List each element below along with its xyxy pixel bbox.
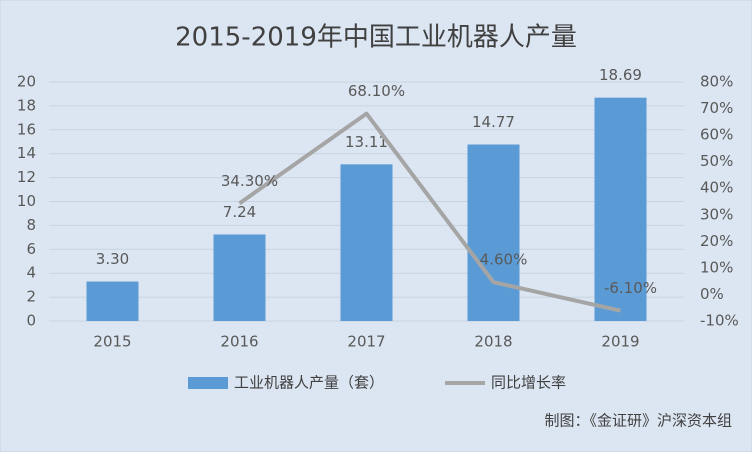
chart-title: 2015-2019年中国工业机器人产量 — [175, 23, 577, 53]
x-tick-label: 2018 — [474, 333, 512, 351]
y2-tick-label: 70% — [700, 99, 733, 117]
x-tick-label: 2016 — [220, 333, 258, 351]
y2-tick-label: 10% — [700, 258, 733, 276]
bar-value-label: 3.30 — [96, 250, 129, 268]
y-tick-label: 16 — [17, 120, 36, 138]
y2-tick-label: 40% — [700, 179, 733, 197]
bar — [594, 97, 647, 321]
y-tick-label: 6 — [26, 240, 36, 258]
line — [238, 111, 621, 313]
y-tick-label: 18 — [17, 96, 36, 114]
y2-tick-label: 50% — [700, 152, 733, 170]
bar-value-label: 18.69 — [599, 66, 642, 84]
line-value-label: 68.10% — [348, 82, 405, 100]
bar — [467, 144, 520, 321]
legend-label: 工业机器人产量（套） — [234, 374, 384, 392]
bar-value-label: 7.24 — [223, 203, 256, 221]
y2-tick-label: 20% — [700, 232, 733, 250]
y-tick-label: 4 — [26, 264, 36, 282]
y-tick-label: 12 — [17, 168, 36, 186]
legend-swatch — [188, 377, 228, 389]
y-tick-label: 2 — [26, 288, 36, 306]
legend-label: 同比增长率 — [491, 374, 566, 392]
x-tick-label: 2019 — [601, 333, 639, 351]
line-value-label: 34.30% — [221, 172, 278, 190]
y-tick-label: 14 — [17, 144, 36, 162]
y-tick-label: 8 — [26, 216, 36, 234]
bar — [213, 234, 266, 321]
y2-tick-label: -10% — [700, 312, 739, 330]
y2-tick-label: 60% — [700, 126, 733, 144]
bar — [340, 164, 393, 321]
x-tick-label: 2017 — [347, 333, 385, 351]
y2-tick-label: 0% — [700, 285, 724, 303]
line-value-label: -6.10% — [604, 279, 657, 297]
y-tick-label: 20 — [17, 73, 36, 91]
y-tick-label: 0 — [26, 312, 36, 330]
bar — [86, 281, 139, 321]
bar-value-label: 13.11 — [345, 133, 388, 151]
bar-value-label: 14.77 — [472, 113, 515, 131]
y2-tick-label: 80% — [700, 73, 733, 91]
y2-tick-label: 30% — [700, 205, 733, 223]
x-tick-label: 2015 — [93, 333, 131, 351]
y-tick-label: 10 — [17, 192, 36, 210]
source-note: 制图：《金证研》沪深资本组 — [544, 412, 732, 430]
line-value-label: 4.60% — [480, 251, 528, 269]
